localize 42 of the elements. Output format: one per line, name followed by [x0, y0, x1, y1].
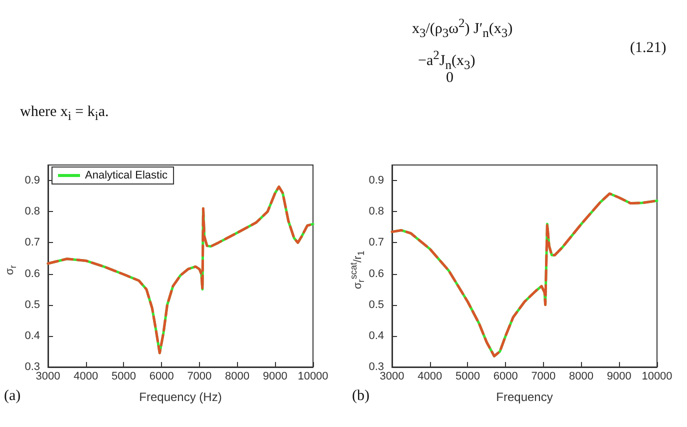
- x-tick-label: 6000: [493, 370, 518, 382]
- y-tick-label: 0.8: [24, 206, 40, 218]
- y-tick-label: 0.8: [368, 206, 384, 218]
- y-tick-label: 0.3: [368, 361, 384, 373]
- y-tick-label: 0.4: [368, 330, 384, 342]
- x-tick-label: 9000: [262, 370, 288, 382]
- x-tick-label: 5000: [111, 370, 136, 382]
- y-tick-label: 0.7: [24, 236, 40, 249]
- x-tick-label: 3000: [36, 370, 60, 382]
- line-series: [46, 186, 314, 354]
- text: −a$^{2}$J$_{n}$(x$_{3}$): [418, 48, 476, 72]
- text: (a): [4, 388, 21, 405]
- text: (1.21): [630, 40, 666, 57]
- x-tick-label: 10000: [298, 370, 328, 382]
- y-tick-label: 0.6: [368, 268, 384, 280]
- x-tick-label: 6000: [149, 370, 174, 382]
- y-tick-label: 0.5: [368, 298, 384, 311]
- text: where x$_{i}$ = k$_{i}$a.: [20, 104, 109, 124]
- text: x$_{3}$/(ρ$_{3}$ω$^{2}$) J′$_{n}$(x$_{3}$): [412, 16, 513, 40]
- y-tick-label: 0.3: [24, 361, 40, 373]
- text: 0: [446, 70, 454, 87]
- x-tick-label: 10000: [642, 370, 672, 382]
- y-tick-label: 0.9: [368, 174, 384, 187]
- x-axis-title: Frequency (Hz): [139, 390, 222, 404]
- text: (b): [352, 388, 370, 405]
- x-axis-title: Frequency: [496, 390, 553, 404]
- x-tick-label: 5000: [455, 370, 480, 382]
- y-tick-label: 0.6: [24, 268, 40, 280]
- x-tick-label: 7000: [187, 370, 212, 382]
- y-tick-label: 0.5: [24, 298, 40, 311]
- x-tick-label: 4000: [74, 370, 98, 382]
- x-tick-label: 8000: [569, 370, 594, 382]
- y-tick-label: 0.7: [368, 236, 384, 249]
- x-tick-label: 9000: [606, 370, 632, 382]
- x-tick-label: 7000: [531, 370, 556, 382]
- y-tick-label: 0.9: [24, 174, 40, 187]
- x-tick-label: 8000: [225, 370, 250, 382]
- line-series: [390, 192, 658, 358]
- x-tick-label: 3000: [380, 370, 404, 382]
- legend-label: Analytical Elastic: [85, 170, 168, 182]
- x-tick-label: 4000: [418, 370, 442, 382]
- y-tick-label: 0.4: [24, 330, 40, 342]
